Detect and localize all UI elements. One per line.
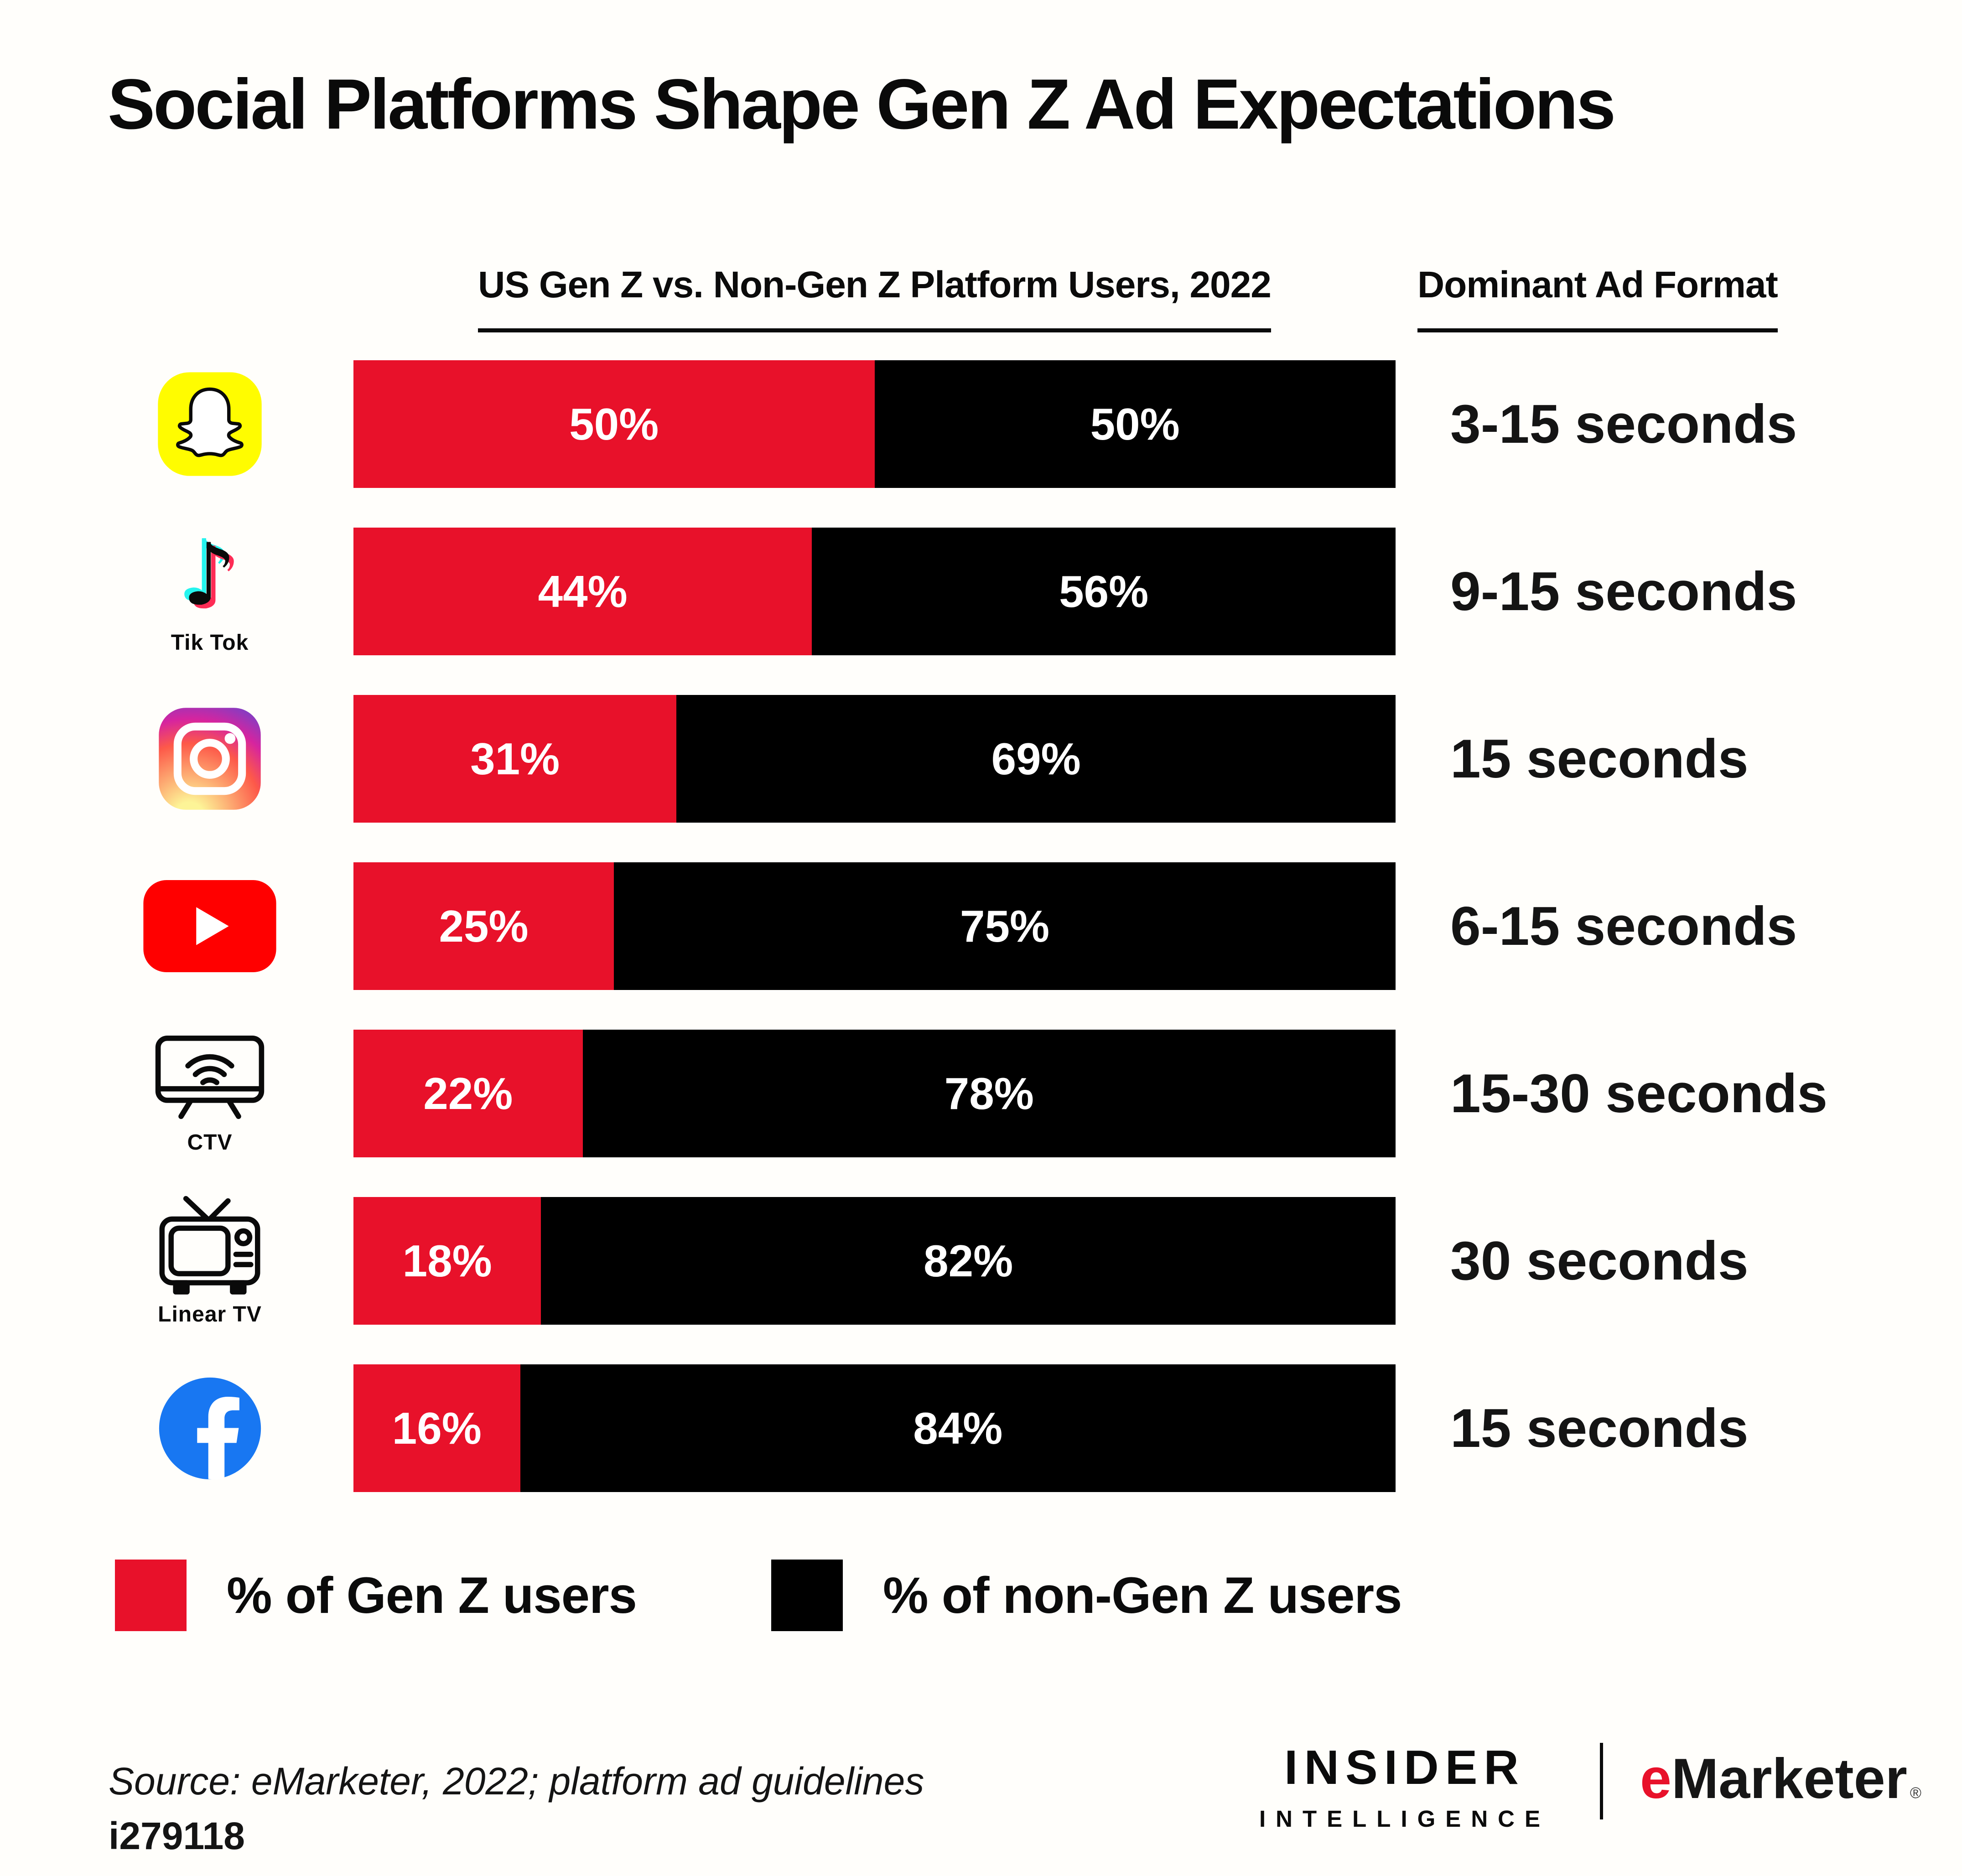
users-column-header-wrap: US Gen Z vs. Non-Gen Z Platform Users, 2… [353, 264, 1396, 332]
platform-icon-cell [114, 360, 306, 488]
ad-format-value: 15 seconds [1450, 728, 1749, 789]
platform-icon-label: Tik Tok [171, 630, 249, 655]
nongenz-legend-label: % of non-Gen Z users [883, 1567, 1402, 1624]
nongenz-bar-segment: 56% [812, 528, 1396, 655]
bar-chart-rows: 50% 50% 3-15 seconds ♪ ♪ ♪ Tik Tok 44% 5… [0, 360, 1962, 1496]
platform-row: Linear TV 18% 82% 30 seconds [0, 1195, 1962, 1327]
tiktok-icon: ♪ ♪ ♪ [163, 522, 257, 628]
instagram-icon [158, 707, 262, 811]
genz-bar-segment: 18% [353, 1197, 541, 1325]
logo-divider [1600, 1743, 1603, 1819]
ad-format-column-header: Dominant Ad Format [1417, 264, 1778, 332]
ad-format-value: 30 seconds [1450, 1230, 1749, 1291]
page-title: Social Platforms Shape Gen Z Ad Expectat… [108, 65, 1616, 144]
platform-icon-cell [114, 1364, 306, 1492]
source-note: Source: eMarketer, 2022; platform ad gui… [109, 1760, 924, 1803]
svg-text:♪: ♪ [182, 528, 236, 625]
nongenz-bar-value: 82% [924, 1235, 1013, 1286]
svg-text:♪: ♪ [186, 529, 241, 625]
nongenz-legend-swatch [771, 1560, 843, 1631]
insider-intelligence-logo: INSIDER INTELLIGENCE [1231, 1740, 1578, 1832]
nongenz-bar-segment: 82% [541, 1197, 1396, 1325]
nongenz-bar-value: 69% [991, 733, 1081, 784]
nongenz-bar-segment: 78% [582, 1030, 1396, 1157]
ad-format-value: 15-30 seconds [1450, 1063, 1828, 1124]
users-column-header: US Gen Z vs. Non-Gen Z Platform Users, 2… [478, 264, 1272, 332]
nongenz-bar-value: 75% [960, 901, 1050, 951]
genz-bar-segment: 22% [353, 1030, 583, 1157]
insider-logo-line1: INSIDER [1284, 1741, 1525, 1794]
platform-row: 25% 75% 6-15 seconds [0, 862, 1962, 990]
stacked-bar: 44% 56% [353, 528, 1396, 655]
platform-row: ♪ ♪ ♪ Tik Tok 44% 56% 9-15 seconds [0, 522, 1962, 655]
ad-format-value: 6-15 seconds [1450, 896, 1797, 957]
nongenz-bar-value: 84% [913, 1403, 1003, 1453]
emarketer-logo: eMarketer ® [1640, 1746, 1921, 1811]
nongenz-bar-segment: 50% [874, 360, 1396, 488]
chart-id: i279118 [109, 1814, 245, 1857]
platform-icon-label: Linear TV [158, 1302, 262, 1327]
genz-legend-swatch [115, 1560, 187, 1631]
stacked-bar: 25% 75% [353, 862, 1396, 990]
ad-format-value: 3-15 seconds [1450, 394, 1797, 455]
nongenz-bar-segment: 69% [676, 695, 1396, 823]
emarketer-logo-e: e [1640, 1747, 1671, 1810]
youtube-icon [142, 879, 278, 974]
platform-icon-cell: Linear TV [114, 1195, 306, 1327]
genz-legend-label: % of Gen Z users [227, 1567, 637, 1624]
emarketer-logo-rest: Marketer [1671, 1747, 1907, 1810]
genz-bar-value: 31% [470, 733, 560, 784]
legend-item-genz: % of Gen Z users [115, 1560, 637, 1631]
stacked-bar: 18% 82% [353, 1197, 1396, 1325]
nongenz-bar-segment: 75% [614, 862, 1396, 990]
platform-row: 50% 50% 3-15 seconds [0, 360, 1962, 488]
nongenz-bar-segment: 84% [520, 1364, 1396, 1492]
stacked-bar: 31% 69% [353, 695, 1396, 823]
snapchat-icon [157, 371, 263, 477]
genz-bar-value: 18% [402, 1235, 492, 1286]
platform-icon-cell: ♪ ♪ ♪ Tik Tok [114, 522, 306, 655]
platform-icon-cell [114, 862, 306, 990]
genz-bar-value: 44% [538, 566, 628, 617]
ad-format-value: 15 seconds [1450, 1398, 1749, 1459]
stacked-bar: 22% 78% [353, 1030, 1396, 1157]
platform-icon-cell [114, 695, 306, 823]
genz-bar-value: 22% [423, 1068, 513, 1119]
platform-row: CTV 22% 78% 15-30 seconds [0, 1030, 1962, 1157]
nongenz-bar-value: 50% [1090, 399, 1180, 449]
platform-row: 16% 84% 15 seconds [0, 1364, 1962, 1492]
genz-bar-value: 50% [569, 399, 659, 449]
nongenz-bar-value: 78% [944, 1068, 1034, 1119]
genz-bar-segment: 31% [353, 695, 677, 823]
genz-bar-value: 25% [439, 901, 529, 951]
platform-row: 31% 69% 15 seconds [0, 695, 1962, 823]
facebook-icon [156, 1375, 264, 1482]
linear-tv-icon [153, 1195, 267, 1296]
stacked-bar: 50% 50% [353, 360, 1396, 488]
ctv-icon [152, 1032, 267, 1125]
legend-item-nongenz: % of non-Gen Z users [771, 1560, 1402, 1631]
genz-bar-segment: 44% [353, 528, 812, 655]
svg-text:♪: ♪ [177, 528, 232, 621]
registered-trademark-icon: ® [1910, 1784, 1921, 1802]
insider-logo-line2: INTELLIGENCE [1259, 1806, 1550, 1832]
genz-bar-segment: 25% [353, 862, 614, 990]
stacked-bar: 16% 84% [353, 1364, 1396, 1492]
platform-icon-label: CTV [187, 1130, 233, 1155]
ad-format-value: 9-15 seconds [1450, 561, 1797, 622]
genz-bar-segment: 16% [353, 1364, 520, 1492]
genz-bar-segment: 50% [353, 360, 875, 488]
platform-icon-cell: CTV [114, 1030, 306, 1157]
genz-bar-value: 16% [392, 1403, 482, 1453]
nongenz-bar-value: 56% [1059, 566, 1149, 617]
